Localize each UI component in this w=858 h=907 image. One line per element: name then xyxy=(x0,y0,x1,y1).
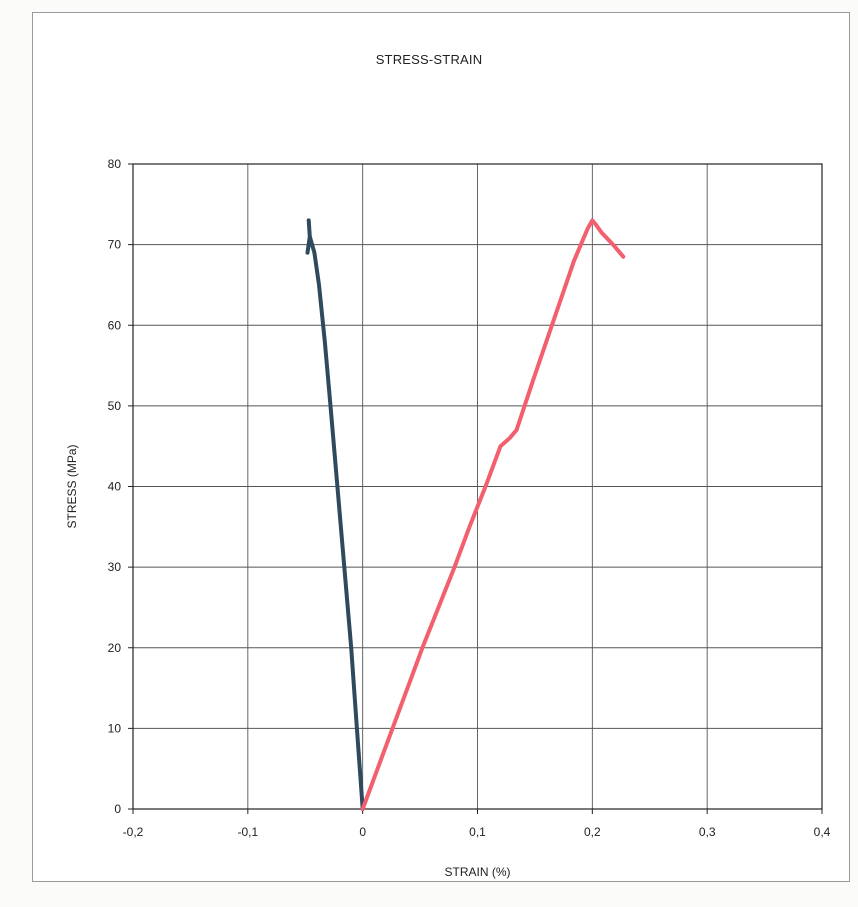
chart-title: STRESS-STRAIN xyxy=(375,52,483,67)
y-tick-label: 50 xyxy=(108,399,122,413)
y-tick-label: 80 xyxy=(108,157,122,171)
y-axis-title: STRESS (MPa) xyxy=(65,444,79,528)
x-tick-label: 0,4 xyxy=(814,825,831,839)
gridlines xyxy=(128,163,823,814)
x-tick-label: 0,3 xyxy=(699,825,716,839)
x-tick-label: 0,1 xyxy=(469,825,486,839)
y-tick-label: 40 xyxy=(108,480,122,494)
y-tick-label: 60 xyxy=(108,318,122,332)
x-tick-label: 0 xyxy=(359,825,366,839)
y-tick-label: 30 xyxy=(108,560,122,574)
plot-area-border xyxy=(132,163,823,810)
tick-labels: -0,2 -0,1 0 0,1 0,2 0,3 0,4 0 10 20 30 40 50 60 70 80 xyxy=(108,157,831,839)
y-tick-label: 70 xyxy=(108,238,122,252)
y-tick-label: 0 xyxy=(114,802,121,816)
x-axis-title: STRAIN (%) xyxy=(445,865,511,879)
x-tick-label: 0,2 xyxy=(584,825,601,839)
x-tick-label: -0,1 xyxy=(237,825,258,839)
series-line-1 xyxy=(305,218,365,811)
y-tick-label: 10 xyxy=(108,721,122,735)
chart-frame xyxy=(32,12,850,882)
series-line-2 xyxy=(360,218,626,811)
x-tick-label: -0,2 xyxy=(123,825,144,839)
series-lines xyxy=(305,218,626,811)
y-tick-label: 20 xyxy=(108,641,122,655)
